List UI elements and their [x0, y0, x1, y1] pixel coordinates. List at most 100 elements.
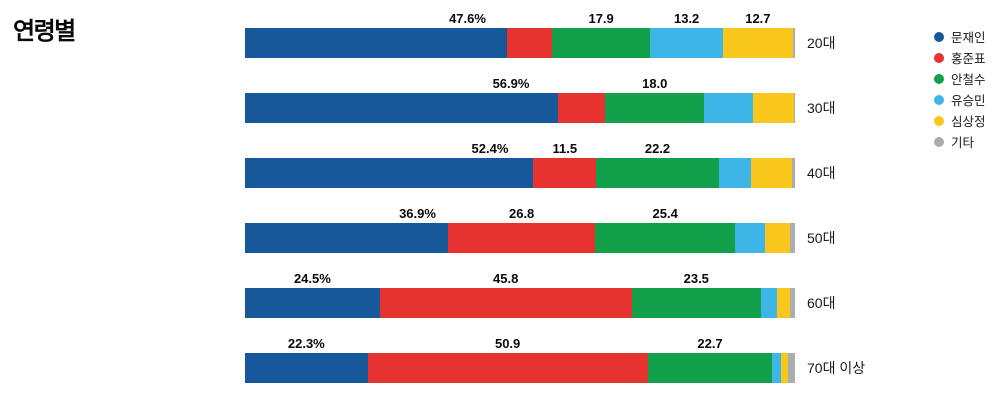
bar-segment	[595, 223, 736, 253]
category-label: 30대	[807, 100, 836, 116]
legend-dot-icon	[934, 31, 944, 42]
data-label: 50.9	[494, 336, 521, 351]
bar-segment	[379, 288, 632, 318]
bar-label-layer: 56.9% 18.0	[245, 75, 795, 93]
page-title: 연령별	[13, 18, 76, 45]
category-label: 40대	[807, 165, 836, 181]
bar-segment	[631, 288, 761, 318]
data-label: 11.5	[552, 141, 578, 156]
bar-row: 36.9% 26.8 25.4 50대	[245, 205, 945, 265]
legend-label: 안철수	[951, 73, 986, 87]
bar-label-layer: 36.9% 26.8 25.4	[245, 205, 795, 223]
bar-segment	[605, 93, 705, 123]
data-label: 24.5%	[293, 271, 331, 286]
bar-segment	[772, 353, 782, 383]
bar-label-layer: 24.5% 45.8 23.5	[245, 270, 795, 288]
category-label: 50대	[807, 230, 836, 246]
bar-segment	[791, 158, 795, 188]
legend-label: 홍준표	[951, 52, 986, 66]
legend-item: 홍준표	[934, 47, 986, 68]
legend-label: 심상정	[951, 115, 986, 129]
bar-segment	[760, 288, 777, 318]
bar-row: 24.5% 45.8 23.5 60대	[245, 270, 945, 330]
bar-segment	[245, 28, 507, 58]
data-label: 56.9%	[492, 76, 530, 91]
bar-segment	[447, 223, 596, 253]
data-label: 12.7	[745, 11, 771, 26]
stacked-bar	[245, 158, 795, 188]
data-label: 22.3%	[287, 336, 325, 351]
bar-segment	[750, 158, 792, 188]
bar-segment	[753, 93, 794, 123]
legend-dot-icon	[934, 115, 944, 126]
legend-dot-icon	[934, 73, 944, 84]
stacked-bar	[245, 353, 795, 383]
legend-item: 안철수	[934, 68, 986, 89]
legend-dot-icon	[934, 52, 944, 63]
bar-row: 52.4% 11.5 22.2 40대	[245, 140, 945, 200]
bar-segment	[245, 158, 534, 188]
data-label: 22.2	[644, 141, 671, 156]
bar-segment	[790, 223, 795, 253]
bar-segment	[506, 28, 552, 58]
category-label: 70대 이상	[807, 360, 866, 376]
data-label: 22.7	[697, 336, 723, 351]
bar-segment	[718, 158, 751, 188]
legend-label: 문재인	[951, 31, 986, 45]
bar-segment	[765, 223, 791, 253]
category-label: 60대	[807, 295, 836, 311]
data-label: 13.2	[673, 11, 700, 26]
bar-label-layer: 52.4% 11.5 22.2	[245, 140, 795, 158]
bar-segment	[245, 223, 448, 253]
bar-segment	[722, 28, 793, 58]
stacked-bar-chart: 47.6% 17.9 13.2 12.7 20대 56.9% 18.0 30대 52.4% 11.…	[245, 0, 945, 407]
bar-segment	[245, 288, 380, 318]
data-label: 36.9%	[399, 206, 436, 221]
bar-segment	[533, 158, 597, 188]
bar-segment	[781, 353, 789, 383]
data-label: 45.8	[493, 271, 519, 286]
bar-segment	[704, 93, 754, 123]
legend-label: 유승민	[951, 94, 986, 108]
bar-segment	[557, 93, 606, 123]
legend-item: 유승민	[934, 89, 986, 110]
bar-segment	[245, 353, 368, 383]
legend-dot-icon	[934, 136, 944, 147]
category-label: 20대	[807, 35, 836, 51]
bar-segment	[551, 28, 651, 58]
bar-segment	[647, 353, 773, 383]
bar-segment	[735, 223, 766, 253]
bar-segment	[793, 93, 795, 123]
stacked-bar	[245, 93, 795, 123]
data-label: 47.6%	[449, 11, 486, 26]
bar-row: 47.6% 17.9 13.2 12.7 20대	[245, 10, 945, 70]
legend-item: 기타	[934, 131, 986, 152]
bar-segment	[792, 28, 795, 58]
legend-label: 기타	[951, 136, 975, 150]
bar-label-layer: 22.3% 50.9 22.7	[245, 335, 795, 353]
bar-label-layer: 47.6% 17.9 13.2 12.7	[245, 10, 795, 28]
data-label: 25.4	[652, 206, 678, 221]
data-label: 18.0	[642, 76, 668, 91]
stacked-bar	[245, 288, 795, 318]
bar-row: 56.9% 18.0 30대	[245, 75, 945, 135]
bar-row: 22.3% 50.9 22.7 70대 이상	[245, 335, 945, 395]
legend-item: 심상정	[934, 110, 986, 131]
legend-dot-icon	[934, 94, 944, 105]
stacked-bar	[245, 223, 795, 253]
bar-segment	[367, 353, 648, 383]
bar-segment	[596, 158, 719, 188]
data-label: 17.9	[588, 11, 614, 26]
bar-segment	[790, 288, 795, 318]
bar-segment	[245, 93, 558, 123]
data-label: 26.8	[508, 206, 535, 221]
data-label: 23.5	[683, 271, 709, 286]
stacked-bar	[245, 28, 795, 58]
bar-segment	[776, 288, 791, 318]
legend-item: 문재인	[934, 26, 986, 47]
data-label: 52.4%	[471, 141, 509, 156]
bar-segment	[650, 28, 723, 58]
bar-segment	[788, 353, 795, 383]
